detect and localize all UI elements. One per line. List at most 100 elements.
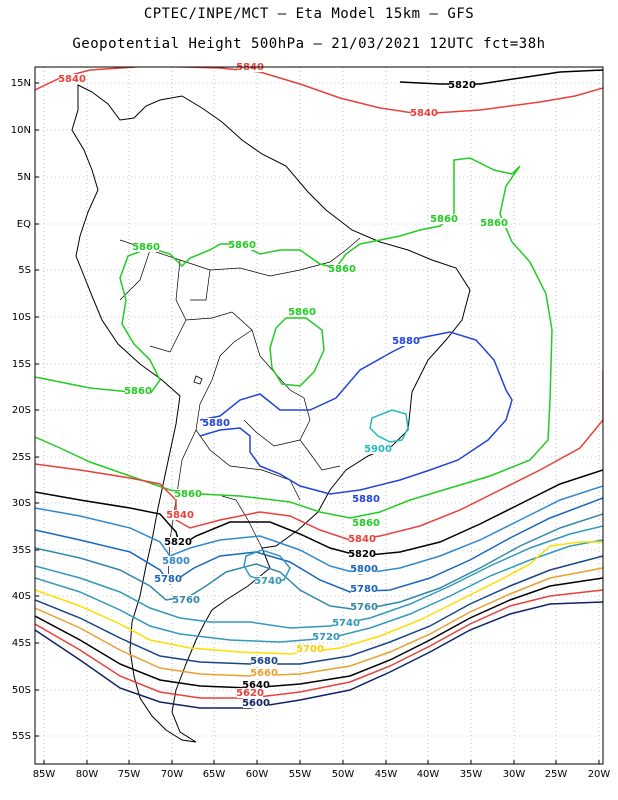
contour-label: 5660 <box>250 668 278 679</box>
contour-5620 <box>35 589 603 699</box>
contour-label-bg <box>175 489 201 499</box>
lon-tick-label: 55W <box>289 769 312 780</box>
lat-tick-label: 5N <box>17 172 31 183</box>
contour-label-bg <box>163 556 189 566</box>
contour-label-bg <box>411 108 437 118</box>
lon-tick-label: 65W <box>203 769 226 780</box>
contour-label: 5840 <box>410 108 438 119</box>
lon-tick-label: 60W <box>246 769 269 780</box>
lon-tick-label: 35W <box>460 769 483 780</box>
contour-label-bg <box>353 518 379 528</box>
contour-label-bg <box>393 336 419 346</box>
contour-5740-loop <box>243 549 291 583</box>
contour-5740 <box>35 525 603 629</box>
contour-label: 5840 <box>58 74 86 85</box>
contour-label-bg <box>289 307 315 317</box>
contour-5700 <box>35 541 603 655</box>
contour-label-bg <box>133 242 159 252</box>
lon-tick-label: 80W <box>76 769 99 780</box>
contour-5880 <box>199 331 513 495</box>
contour-label: 5780 <box>350 584 378 595</box>
contour-label-bg <box>349 549 375 559</box>
contour-label: 5860 <box>480 218 508 229</box>
lon-tick-label: 75W <box>118 769 141 780</box>
lat-tick-label: 50S <box>12 685 31 696</box>
lon-tick-label: 70W <box>161 769 184 780</box>
contour-5820-south <box>35 469 603 557</box>
contour-5660 <box>35 567 603 677</box>
contour-label: 5800 <box>162 556 190 567</box>
contour-label: 5720 <box>312 632 340 643</box>
contour-label-bg <box>351 564 377 574</box>
contour-label-bg <box>333 618 359 628</box>
contour-label: 5880 <box>392 336 420 347</box>
contour-label-bg <box>351 602 377 612</box>
contour-label: 5820 <box>164 537 192 548</box>
contour-5840-north <box>35 67 603 115</box>
contour-label: 5820 <box>348 549 376 560</box>
axis-ticks: 15N 10N 5N EQ 5S 10S 15S 20S 25S 30S 35S 40S 45S 50S 5… <box>11 78 611 780</box>
contour-5640 <box>35 577 603 689</box>
contour-label: 5860 <box>430 214 458 225</box>
contour-label-bg <box>297 644 323 654</box>
lat-tick-label: 40S <box>12 591 31 602</box>
contour-5800 <box>35 485 603 575</box>
contour-label-bg <box>329 264 355 274</box>
contour-5680 <box>35 555 603 665</box>
contour-label-bg <box>237 688 263 698</box>
lat-tick-label: 10N <box>11 125 31 136</box>
lat-tick-label: 30S <box>12 498 31 509</box>
contour-label-bg <box>125 386 151 396</box>
lon-tick-label: 85W <box>33 769 56 780</box>
contour-5840-south <box>35 370 603 541</box>
map-frame-bg <box>35 67 603 764</box>
contour-label-bg <box>173 595 199 605</box>
lon-tick-label: 20W <box>588 769 611 780</box>
contour-label: 5860 <box>352 518 380 529</box>
contour-label: 5820 <box>448 80 476 91</box>
contour-label-bg <box>243 680 269 690</box>
title-line-2: Geopotential Height 500hPa — 21/03/2021 … <box>72 36 546 52</box>
contour-label-bg <box>251 668 277 678</box>
contour-label-bg <box>353 494 379 504</box>
contour-label-bg <box>431 214 457 224</box>
contour-label: 5780 <box>154 574 182 585</box>
contour-5600 <box>35 601 603 709</box>
contour-label: 5600 <box>242 698 270 709</box>
lon-tick-label: 25W <box>545 769 568 780</box>
contour-label-bg <box>155 574 181 584</box>
lat-tick-label: 35S <box>12 545 31 556</box>
south-america-coastline <box>71 84 471 743</box>
contour-label: 5740 <box>254 576 282 587</box>
lat-tick-label: 15N <box>11 78 31 89</box>
lake-titicaca <box>193 375 203 385</box>
lat-tick-label: 20S <box>12 405 31 416</box>
contour-label: 5880 <box>202 418 230 429</box>
contour-label: 5880 <box>352 494 380 505</box>
lat-tick-label: 10S <box>12 312 31 323</box>
lon-tick-label: 30W <box>503 769 526 780</box>
title-line-1: CPTEC/INPE/MCT — Eta Model 15km — GFS <box>143 6 475 22</box>
contour-label-bg <box>349 534 375 544</box>
contour-label-bg <box>365 444 391 454</box>
lon-tick-label: 50W <box>332 769 355 780</box>
contour-label: 5860 <box>132 242 160 253</box>
contour-label: 5760 <box>172 595 200 606</box>
lat-tick-label: EQ <box>17 219 31 230</box>
contour-label-bg <box>165 537 191 547</box>
contour-label: 5860 <box>288 307 316 318</box>
contour-5900 <box>369 409 409 443</box>
contour-label-bg <box>449 80 475 90</box>
contour-label: 5640 <box>242 680 270 691</box>
lat-tick-label: 25S <box>12 452 31 463</box>
contour-label-bg <box>313 632 339 642</box>
contour-label: 5860 <box>174 489 202 500</box>
lat-tick-label: 5S <box>18 265 31 276</box>
contour-label-bg <box>167 510 193 520</box>
contour-label: 5700 <box>296 644 324 655</box>
map-frame-border <box>34 66 604 765</box>
contour-label: 5900 <box>364 444 392 455</box>
contour-label: 5840 <box>348 534 376 545</box>
lon-tick-label: 45W <box>375 769 398 780</box>
